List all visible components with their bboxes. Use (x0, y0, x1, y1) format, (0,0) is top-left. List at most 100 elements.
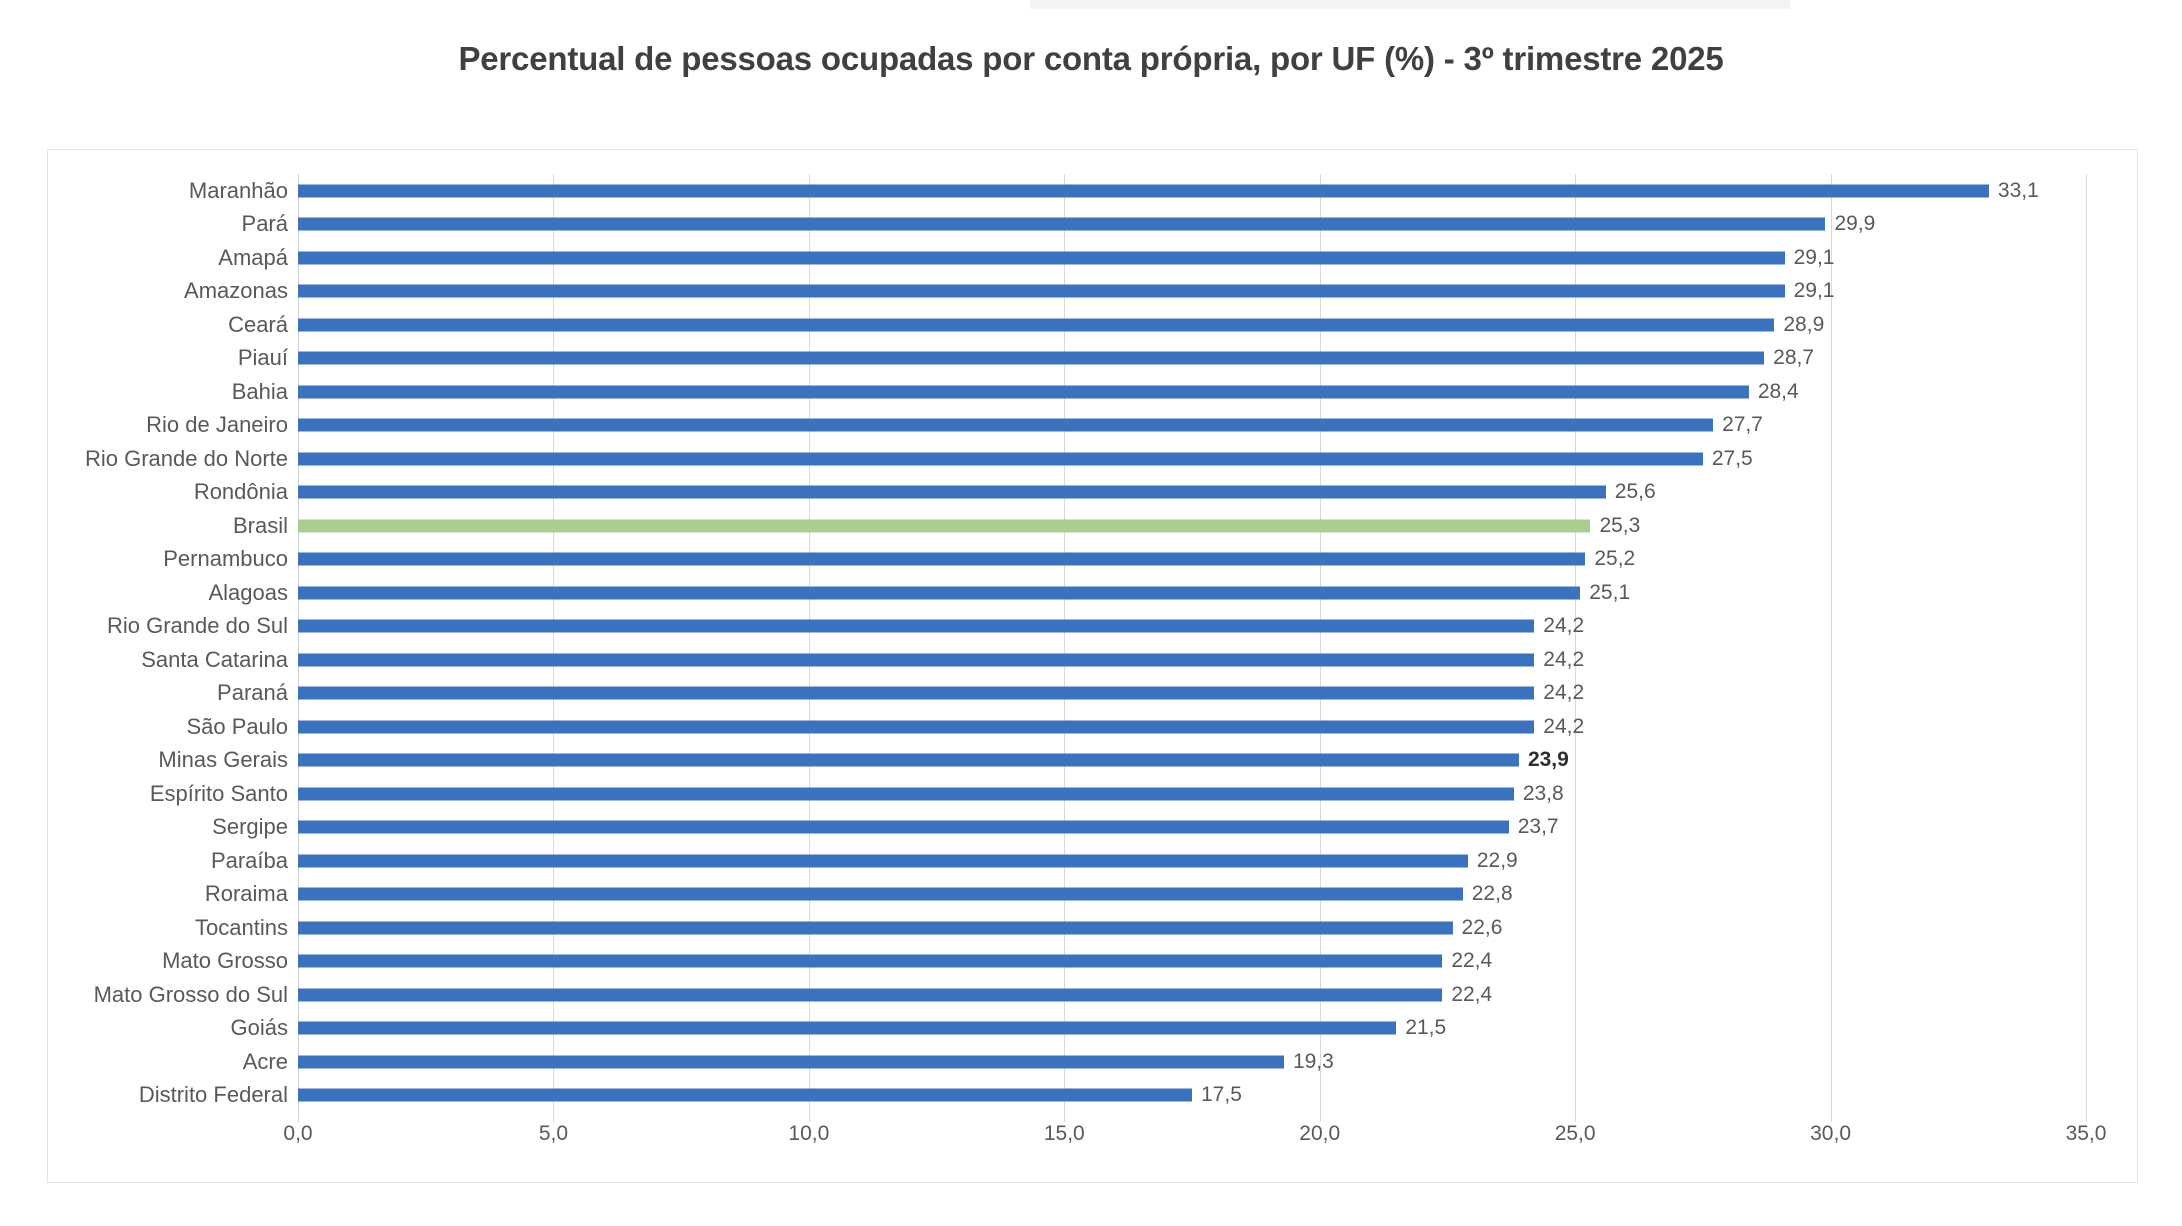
chart-frame: Maranhão 33,1 Pará 29,9 Amapá 29,1 Amazonas 29,… (47, 149, 2138, 1183)
category-label: Paraíba (210, 847, 288, 873)
bar[interactable] (298, 686, 1535, 700)
x-axis: 0,0 5,0 10,0 15,0 20,0 25,0 30,0 35,0 (283, 1112, 2106, 1162)
bar-row: Brasil 25,3 (233, 509, 2086, 543)
bar[interactable] (298, 720, 1535, 734)
bar-row: Mato Grosso do Sul 22,4 (94, 978, 2086, 1012)
bar-row: Sergipe 23,7 (212, 811, 2086, 845)
category-label: Rio Grande do Norte (85, 445, 288, 471)
gridline-20-0 (1319, 174, 1321, 1112)
bar[interactable] (298, 887, 1463, 901)
category-label: São Paulo (186, 713, 288, 739)
x-tick-mark (2086, 1112, 2087, 1122)
x-tick-mark (1830, 1112, 1832, 1122)
bar-row: Rio de Janeiro 27,7 (146, 409, 2086, 443)
category-label: Ceará (228, 311, 288, 337)
bar-row: Roraima 22,8 (205, 878, 2086, 912)
bar[interactable] (298, 619, 1535, 633)
bar[interactable] (298, 753, 1519, 767)
bar[interactable] (298, 184, 1989, 198)
bar[interactable] (298, 1055, 1284, 1069)
x-tick-label: 10,0 (788, 1122, 830, 1145)
bar-row: Alagoas 25,1 (208, 576, 2086, 610)
bar-value-label: 28,7 (1773, 346, 1815, 370)
bar[interactable] (298, 452, 1703, 466)
bar-value-label: 28,9 (1783, 312, 1825, 336)
bar-row: Rio Grande do Sul 24,2 (107, 610, 2086, 644)
x-tick-label: 35,0 (2065, 1122, 2107, 1145)
category-label: Roraima (204, 881, 288, 907)
category-label: Mato Grosso do Sul (93, 981, 288, 1007)
bar-value-label: 23,9 (1527, 748, 1569, 772)
bar-value-label: 29,1 (1793, 279, 1835, 303)
bar[interactable] (298, 820, 1509, 834)
bar-row: Paraíba 22,9 (211, 844, 2086, 878)
x-tick-label: 30,0 (1810, 1122, 1851, 1145)
bar[interactable] (298, 418, 1714, 432)
bar-row: Mato Grosso 22,4 (162, 945, 2086, 979)
x-tick-mark (808, 1112, 810, 1122)
bar[interactable] (298, 385, 1749, 399)
bar[interactable] (298, 485, 1606, 499)
x-tick-mark (553, 1112, 555, 1122)
category-label: Pernambuco (163, 546, 288, 572)
bar[interactable] (298, 552, 1586, 566)
bar-row: Rio Grande do Norte 27,5 (85, 442, 2086, 476)
bar-value-label: 19,3 (1292, 1049, 1334, 1073)
category-label: Espírito Santo (149, 780, 288, 806)
bar-value-label: 25,6 (1614, 480, 1656, 504)
bar[interactable] (298, 921, 1453, 935)
bar-row: Maranhão 33,1 (189, 174, 2086, 208)
chart-title: Percentual de pessoas ocupadas por conta… (458, 40, 1724, 77)
bar-value-label: 24,2 (1543, 614, 1585, 638)
category-label: Distrito Federal (138, 1082, 288, 1108)
bar[interactable] (298, 1021, 1397, 1035)
x-tick-mark (1064, 1112, 1066, 1122)
bar[interactable] (298, 1088, 1192, 1102)
bar-value-label: 29,9 (1834, 212, 1876, 236)
category-label: Rio Grande do Sul (107, 613, 288, 639)
category-label: Mato Grosso (162, 948, 288, 974)
gridline-30-0 (1830, 174, 1832, 1112)
bar-value-label: 25,3 (1599, 513, 1641, 537)
bar[interactable] (298, 988, 1443, 1002)
bar-value-label: 29,1 (1793, 245, 1835, 269)
bar-value-label: 24,2 (1543, 714, 1585, 738)
bar-value-label: 17,5 (1201, 1083, 1242, 1107)
bar-row: Bahia 28,4 (232, 375, 2086, 409)
bar[interactable] (298, 787, 1514, 801)
category-label: Tocantins (195, 914, 288, 940)
bar[interactable] (298, 284, 1785, 298)
bar[interactable] (298, 251, 1785, 265)
gridline-25-0 (1575, 174, 1577, 1112)
bar[interactable] (298, 954, 1443, 968)
bar-highlight[interactable] (298, 519, 1591, 533)
bar-value-label: 33,1 (1997, 178, 2039, 202)
bar[interactable] (298, 586, 1581, 600)
gridline-0-0 (298, 174, 299, 1112)
bar[interactable] (298, 217, 1826, 231)
bar[interactable] (298, 653, 1535, 667)
gridline-15-0 (1064, 174, 1066, 1112)
bar[interactable] (298, 318, 1775, 332)
category-label: Goiás (230, 1015, 288, 1041)
bar-row: Acre 19,3 (243, 1045, 2086, 1079)
bar-row: Espírito Santo 23,8 (150, 777, 2086, 811)
bar-row: São Paulo 24,2 (186, 710, 2086, 744)
category-label: Acre (242, 1048, 288, 1074)
x-tick-mark (298, 1112, 299, 1122)
bar-value-label: 22,8 (1471, 882, 1513, 906)
top-cutoff-strip (1030, 0, 1790, 9)
x-tick-label: 5,0 (538, 1122, 569, 1145)
bar[interactable] (298, 351, 1765, 365)
category-label: Santa Catarina (141, 646, 288, 672)
category-label: Sergipe (212, 814, 288, 840)
category-label: Paraná (217, 680, 288, 706)
category-label: Piauí (237, 345, 288, 371)
bar-row: Minas Gerais 23,9 (158, 744, 2086, 778)
bar-row: Ceará 28,9 (228, 308, 2086, 342)
bar-row: Goiás 21,5 (231, 1012, 2086, 1046)
bar-row: Rondônia 25,6 (194, 476, 2086, 510)
bar[interactable] (298, 854, 1468, 868)
bar-value-label: 27,5 (1711, 446, 1753, 470)
bar-value-label: 28,4 (1757, 379, 1799, 403)
